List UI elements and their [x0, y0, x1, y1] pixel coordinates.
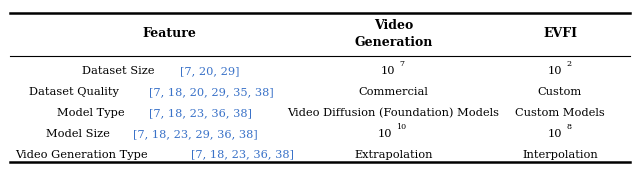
- Text: [7, 18, 23, 36, 38]: [7, 18, 23, 36, 38]: [191, 150, 294, 160]
- Text: [7, 18, 20, 29, 35, 38]: [7, 18, 20, 29, 35, 38]: [149, 87, 274, 97]
- Text: Custom Models: Custom Models: [515, 108, 605, 118]
- Text: Video Diffusion (Foundation) Models: Video Diffusion (Foundation) Models: [287, 108, 500, 118]
- Text: Interpolation: Interpolation: [522, 150, 598, 160]
- Text: 7: 7: [400, 60, 404, 68]
- Text: 10: 10: [381, 66, 396, 76]
- Text: Video: Video: [374, 19, 413, 32]
- Text: Feature: Feature: [143, 27, 196, 41]
- Text: [7, 18, 23, 36, 38]: [7, 18, 23, 36, 38]: [149, 108, 252, 118]
- Text: 10: 10: [378, 129, 392, 139]
- Text: 10: 10: [547, 129, 562, 139]
- Text: 8: 8: [566, 123, 571, 131]
- Text: [7, 20, 29]: [7, 20, 29]: [180, 66, 240, 76]
- Text: Custom: Custom: [538, 87, 582, 97]
- Text: 10: 10: [396, 123, 406, 131]
- Text: Video Generation Type: Video Generation Type: [15, 150, 152, 160]
- Text: Dataset Quality: Dataset Quality: [29, 87, 122, 97]
- Text: Generation: Generation: [355, 36, 433, 49]
- Text: Model Size: Model Size: [45, 129, 113, 139]
- Text: Model Type: Model Type: [57, 108, 129, 118]
- Text: Extrapolation: Extrapolation: [355, 150, 433, 160]
- Text: Commercial: Commercial: [358, 87, 429, 97]
- Text: 2: 2: [566, 60, 571, 68]
- Text: [7, 18, 23, 29, 36, 38]: [7, 18, 23, 29, 36, 38]: [132, 129, 257, 139]
- Text: 10: 10: [547, 66, 562, 76]
- Text: EVFI: EVFI: [543, 27, 577, 41]
- Text: Dataset Size: Dataset Size: [82, 66, 158, 76]
